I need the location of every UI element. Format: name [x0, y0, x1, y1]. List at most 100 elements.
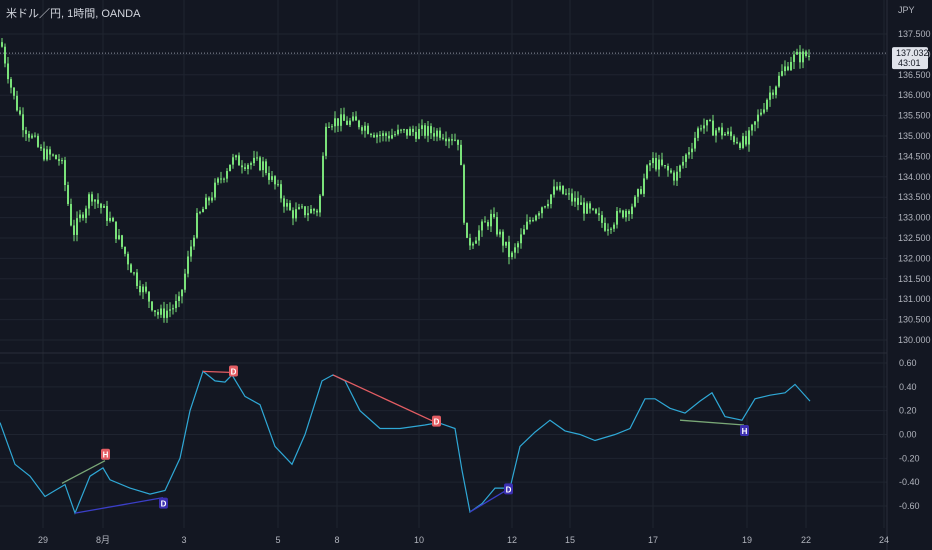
candle-body: [682, 161, 684, 166]
candle-body: [739, 143, 741, 148]
candle-body: [553, 186, 555, 195]
divergence-line: [61, 460, 106, 484]
candle-body: [271, 176, 273, 180]
price-tick-label: 132.000: [898, 253, 931, 263]
candle-body: [595, 209, 597, 214]
candle-body: [472, 243, 474, 246]
candle-body: [703, 125, 705, 129]
candle-body: [508, 241, 510, 257]
time-axis[interactable]: 29 8月 3 5 8 10 12 15 17 19 22 24: [38, 535, 889, 545]
candle-body: [706, 120, 708, 126]
candle-body: [517, 243, 519, 248]
divergence-tag-label: H: [103, 451, 109, 460]
candle-body: [757, 114, 759, 122]
candle-body: [187, 256, 189, 274]
oscillator-tick-label: -0.20: [899, 453, 920, 463]
divergence-tag[interactable]: [432, 415, 441, 427]
candle-body: [736, 142, 738, 144]
time-tick-label: 12: [507, 535, 517, 545]
candle-body: [223, 178, 225, 180]
candle-body: [289, 203, 291, 211]
divergence-tag[interactable]: [504, 483, 513, 495]
candle-body: [172, 308, 174, 310]
candle-body: [388, 135, 390, 139]
oscillator-axis[interactable]: 0.60 0.40 0.20 0.00 -0.20 -0.40 -0.60: [899, 358, 920, 511]
candle-body: [40, 146, 42, 149]
divergence-tag[interactable]: [229, 365, 238, 377]
time-tick-label: 15: [565, 535, 575, 545]
divergence-tag[interactable]: [101, 448, 110, 460]
candle-body: [355, 116, 357, 121]
candle-body: [754, 121, 756, 125]
candle-body: [571, 193, 573, 202]
candle-body: [493, 213, 495, 218]
candle-body: [109, 217, 111, 221]
price-tick-label: 135.000: [898, 131, 931, 141]
price-tick-label: 130.000: [898, 335, 931, 345]
candle-body: [796, 51, 798, 55]
candle-body: [661, 159, 663, 166]
candle-body: [82, 214, 84, 219]
price-tick-label: 131.500: [898, 274, 931, 284]
candle-body: [466, 222, 468, 238]
candle-body: [415, 131, 417, 139]
candle-body: [88, 194, 90, 209]
candle-body: [802, 51, 804, 63]
candle-body: [214, 182, 216, 198]
candle-body: [400, 129, 402, 131]
candle-body: [262, 161, 264, 171]
candle-body: [58, 159, 60, 161]
price-tick-label: 136.500: [898, 70, 931, 80]
candle-body: [238, 155, 240, 166]
candle-body: [427, 126, 429, 136]
price-tick-label: 136.000: [898, 90, 931, 100]
candle-body: [694, 137, 696, 149]
candle-body: [727, 131, 729, 135]
candle-body: [193, 237, 195, 247]
divergence-tag[interactable]: [740, 424, 749, 436]
divergence-line: [74, 497, 164, 514]
candle-body: [439, 130, 441, 138]
candle-body: [142, 286, 144, 293]
candle-body: [787, 66, 789, 71]
candle-body: [10, 79, 12, 88]
candle-body: [733, 136, 735, 143]
candle-body: [490, 213, 492, 227]
candle-body: [454, 139, 456, 141]
candle-body: [175, 301, 177, 309]
price-tick-label: 133.000: [898, 213, 931, 223]
candle-body: [292, 210, 294, 219]
candle-body: [136, 272, 138, 286]
candle-body: [256, 157, 258, 159]
candle-body: [646, 165, 648, 179]
candle-body: [325, 126, 327, 156]
candle-body: [670, 170, 672, 173]
divergence-tag-label: D: [506, 485, 512, 494]
oscillator-tick-label: 0.60: [899, 358, 917, 368]
price-tick-label: 134.000: [898, 172, 931, 182]
candle-body: [430, 126, 432, 134]
candle-body: [433, 133, 435, 137]
candle-body: [421, 125, 423, 130]
price-pane[interactable]: [1, 38, 810, 323]
candle-body: [244, 167, 246, 169]
divergence-tag[interactable]: [159, 497, 168, 509]
oscillator-pane[interactable]: H D D D D H: [0, 365, 811, 515]
oscillator-tick-label: 0.00: [899, 430, 917, 440]
divergence-line: [469, 488, 509, 513]
candle-body: [664, 165, 666, 167]
candle-body: [391, 135, 393, 139]
candle-body: [130, 264, 132, 273]
candle-body: [781, 71, 783, 76]
candle-body: [370, 133, 372, 135]
candle-body: [544, 206, 546, 208]
price-axis[interactable]: 137.500137.000136.500136.000135.500135.0…: [0, 29, 931, 345]
candle-body: [442, 137, 444, 139]
candle-body: [73, 225, 75, 235]
candle-body: [1, 42, 3, 47]
candle-body: [49, 149, 51, 155]
candle-body: [304, 206, 306, 216]
candle-body: [610, 228, 612, 230]
